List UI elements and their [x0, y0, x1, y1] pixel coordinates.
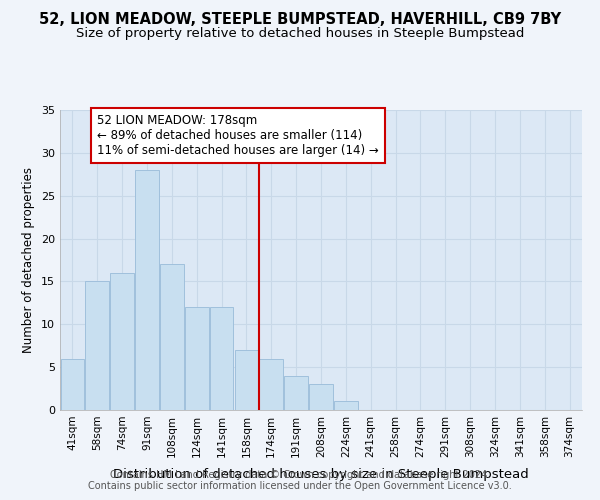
Bar: [235, 350, 258, 410]
Bar: [334, 402, 358, 410]
Bar: [110, 273, 134, 410]
Y-axis label: Number of detached properties: Number of detached properties: [22, 167, 35, 353]
Bar: [85, 282, 109, 410]
Text: Contains public sector information licensed under the Open Government Licence v3: Contains public sector information licen…: [88, 481, 512, 491]
Bar: [160, 264, 184, 410]
Bar: [135, 170, 159, 410]
Bar: [61, 358, 84, 410]
Text: Size of property relative to detached houses in Steeple Bumpstead: Size of property relative to detached ho…: [76, 28, 524, 40]
Text: 52, LION MEADOW, STEEPLE BUMPSTEAD, HAVERHILL, CB9 7BY: 52, LION MEADOW, STEEPLE BUMPSTEAD, HAVE…: [39, 12, 561, 28]
Bar: [259, 358, 283, 410]
Text: 52 LION MEADOW: 178sqm
← 89% of detached houses are smaller (114)
11% of semi-de: 52 LION MEADOW: 178sqm ← 89% of detached…: [97, 114, 379, 158]
X-axis label: Distribution of detached houses by size in Steeple Bumpstead: Distribution of detached houses by size …: [113, 468, 529, 481]
Bar: [185, 307, 209, 410]
Bar: [309, 384, 333, 410]
Bar: [284, 376, 308, 410]
Text: Contains HM Land Registry data © Crown copyright and database right 2024.: Contains HM Land Registry data © Crown c…: [110, 470, 490, 480]
Bar: [210, 307, 233, 410]
